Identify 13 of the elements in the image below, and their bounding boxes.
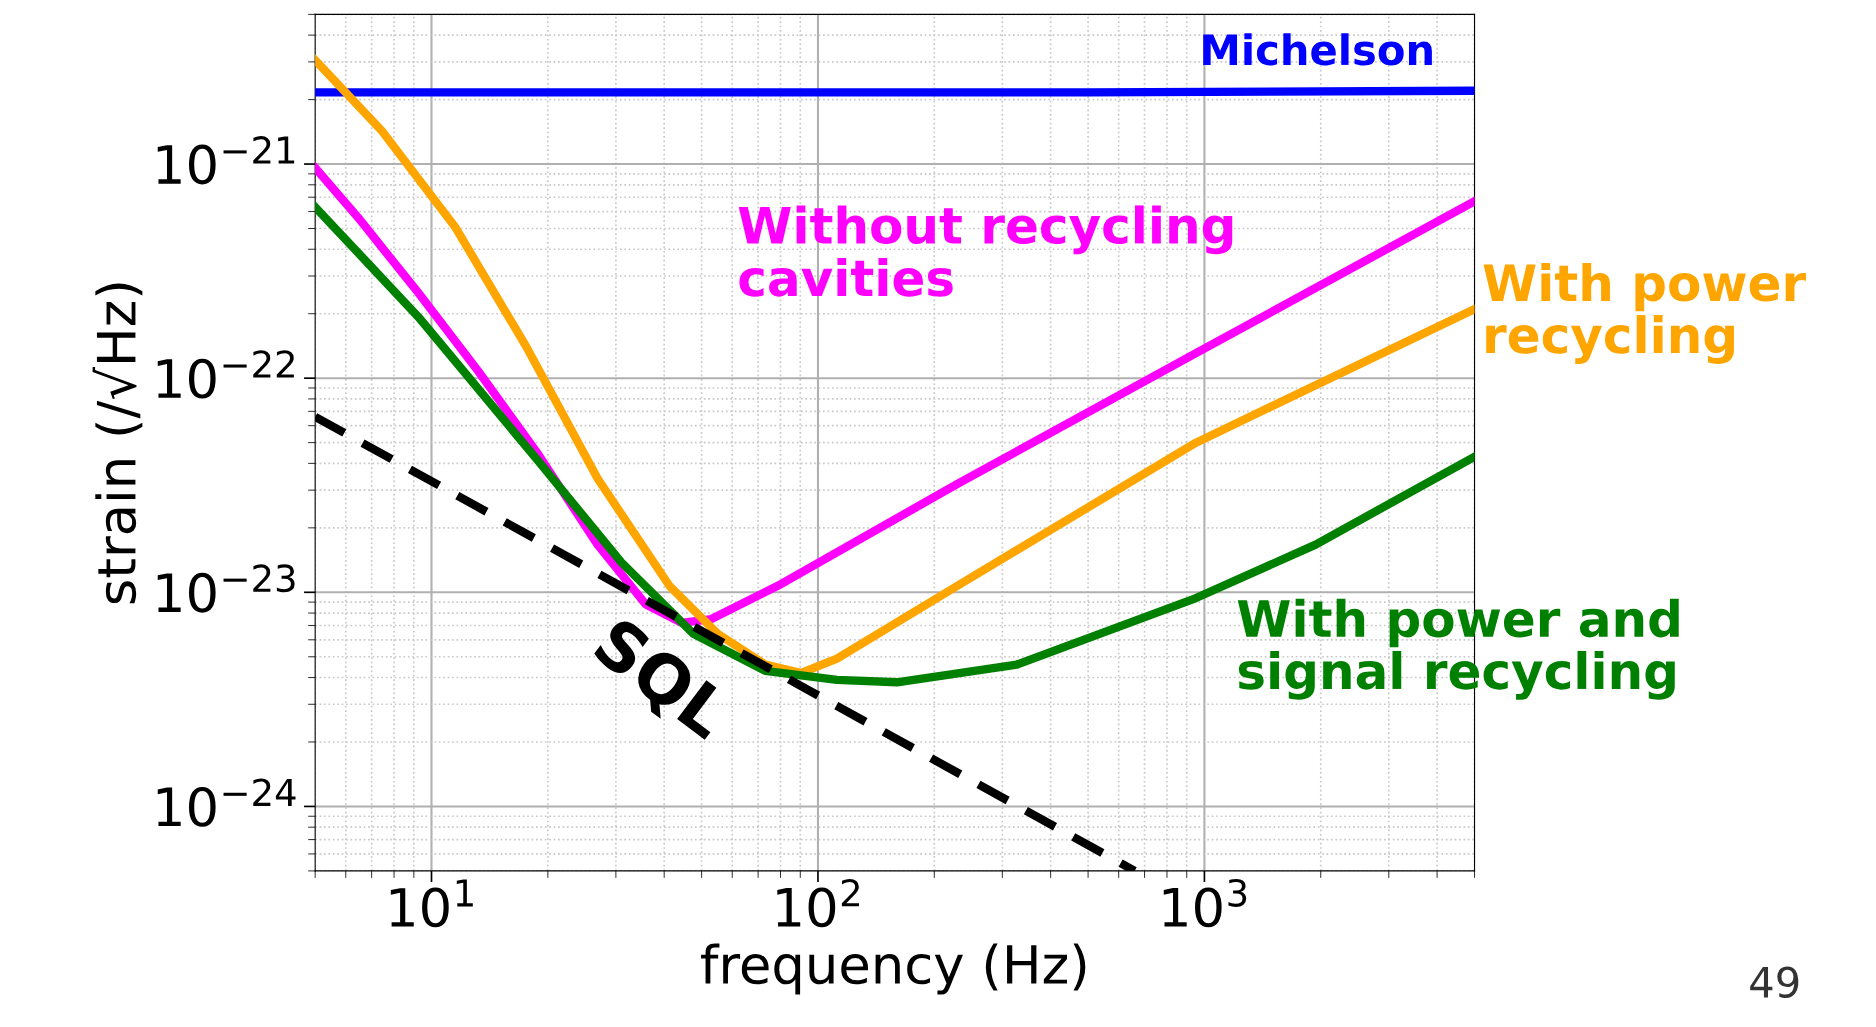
y-tick-label: 10$^{−21}$ [157,136,295,185]
series-label: With power recycling [1483,262,1806,364]
series-label: Michelson [1203,33,1432,66]
y-axis-title: strain (/√Hz) [92,283,143,604]
x-axis-title: frequency (Hz) [701,943,1086,995]
y-tick-label: 10$^{−22}$ [157,350,294,399]
series-label: Without recycling cavities [738,205,1233,297]
x-tick-label: 10$^{1}$ [390,879,473,928]
x-tick-label: 10$^{3}$ [1163,878,1247,928]
y-tick-label: 10$^{−24}$ [157,778,296,827]
y-tick-label: 10$^{−23}$ [157,564,295,613]
x-tick-label: 10$^{2}$ [777,878,859,928]
text: 49 [1750,966,1799,999]
